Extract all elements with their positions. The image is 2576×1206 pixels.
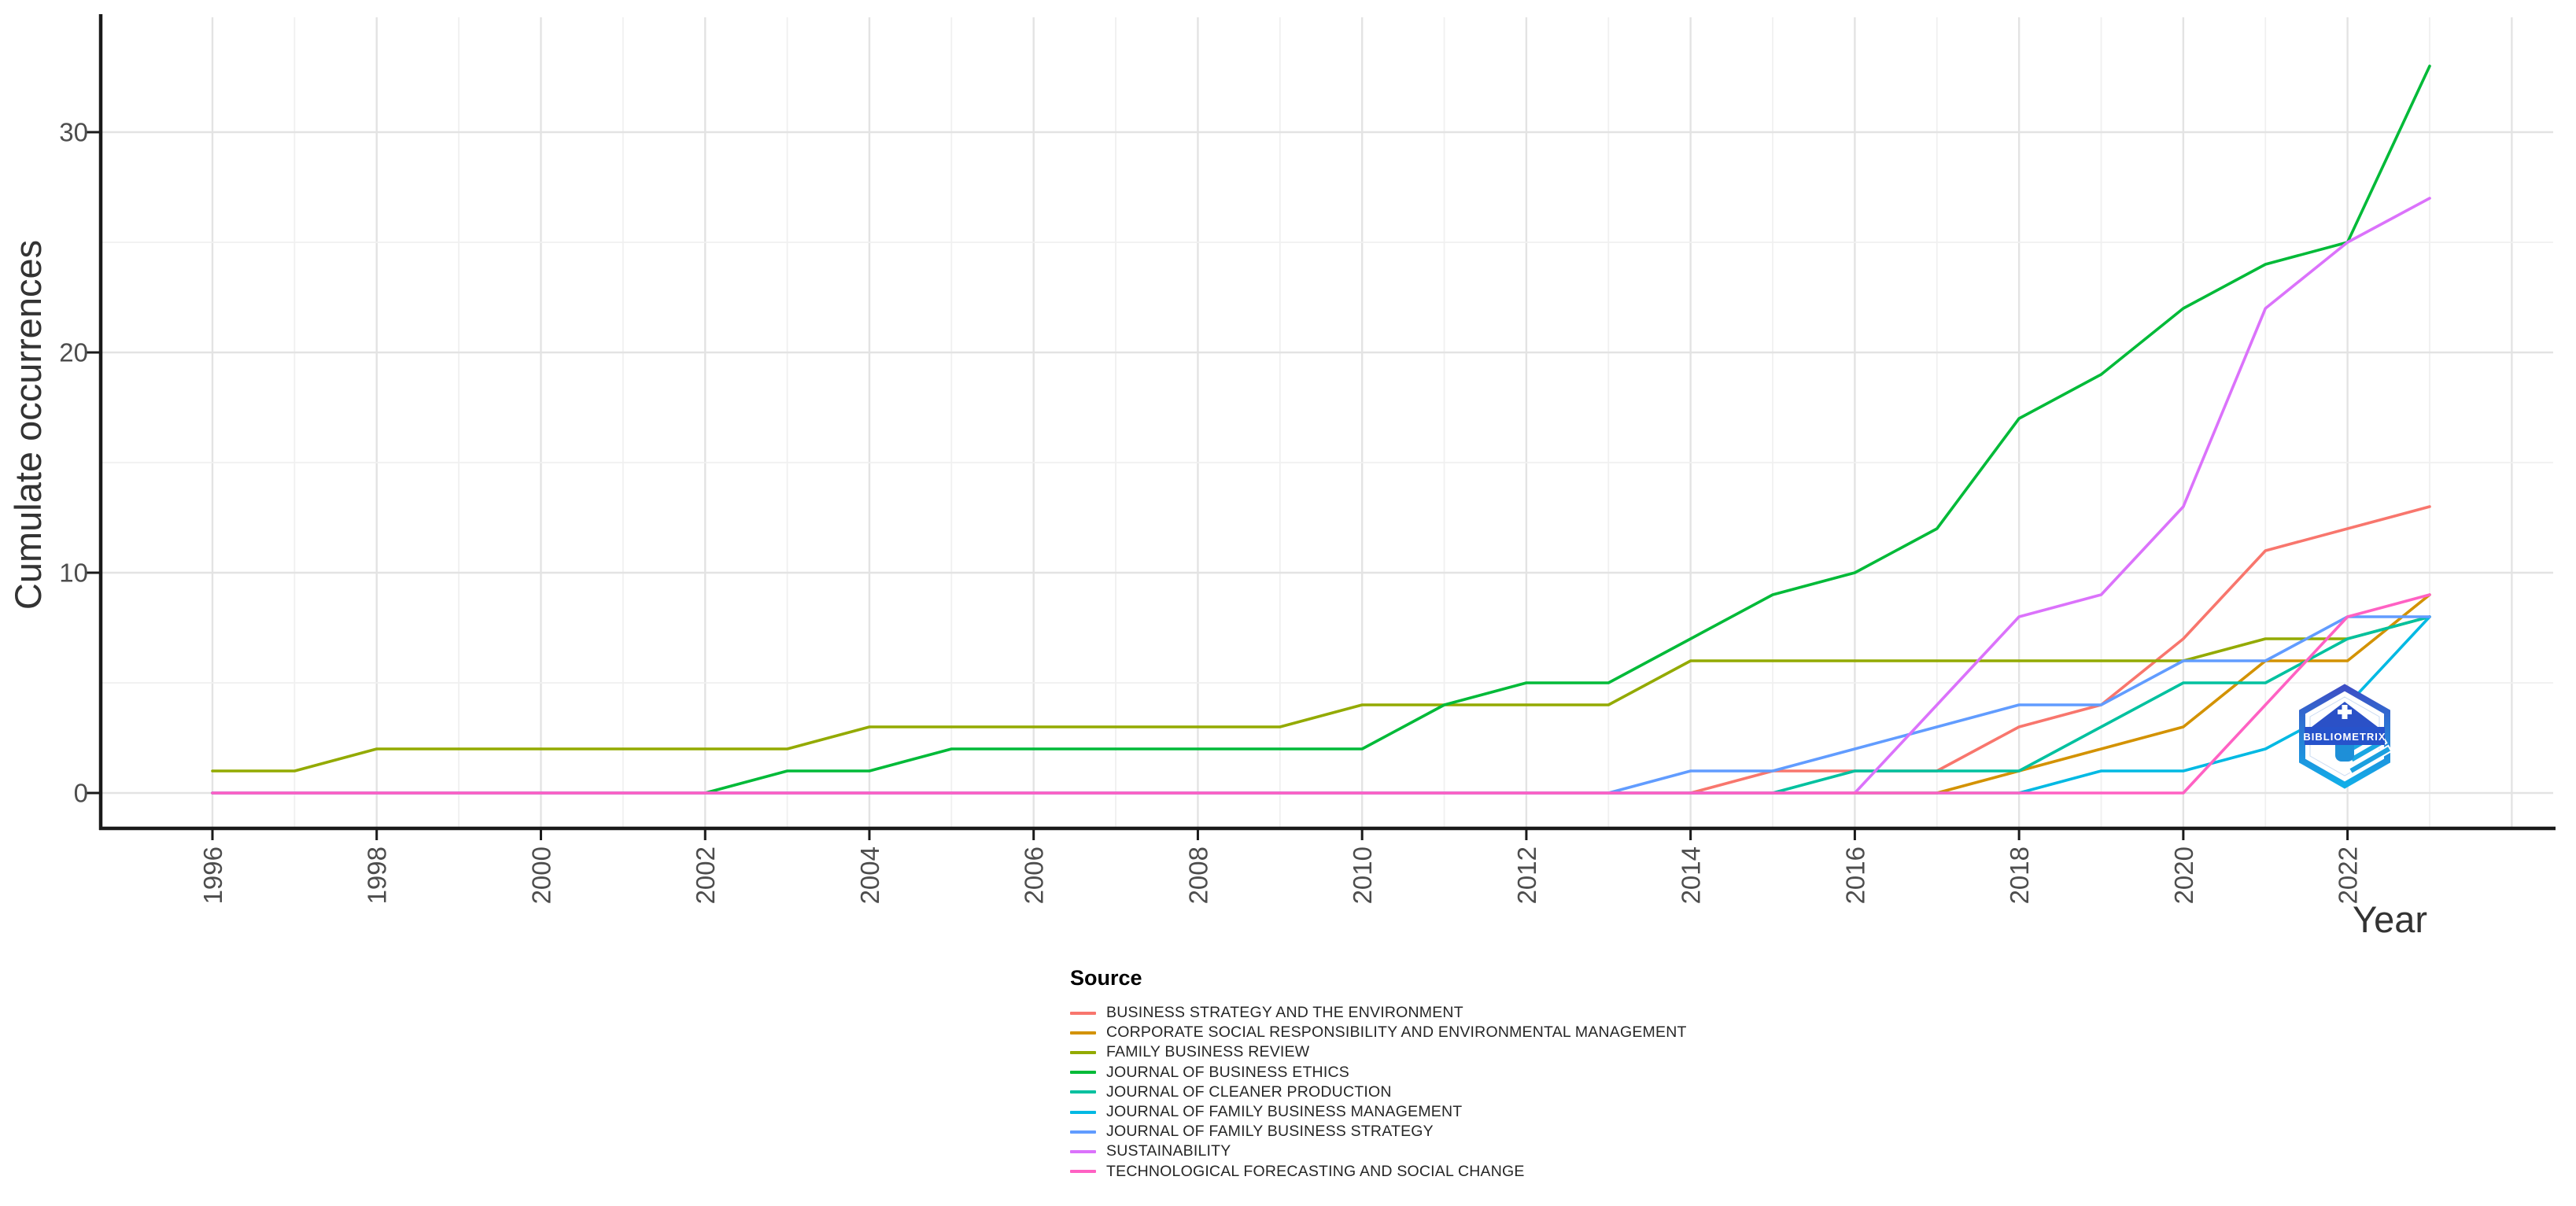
legend-key-line	[1070, 1071, 1096, 1075]
x-tick-label-2008: 2008	[1183, 846, 1212, 904]
legend-item-label: BUSINESS STRATEGY AND THE ENVIRONMENT	[1106, 1004, 1463, 1022]
legend-item: FAMILY BUSINESS REVIEW	[1070, 1042, 1687, 1062]
legend-item: CORPORATE SOCIAL RESPONSIBILITY AND ENVI…	[1070, 1023, 1687, 1042]
x-axis-title: Year	[2353, 898, 2427, 940]
legend: Source BUSINESS STRATEGY AND THE ENVIRON…	[1070, 966, 1687, 1182]
series-lines	[211, 65, 2431, 795]
logo-text-band	[2305, 727, 2385, 745]
x-tick-label-2018: 2018	[2005, 846, 2034, 904]
legend-key-line	[1070, 1170, 1096, 1174]
x-tick-label-2012: 2012	[1512, 846, 1541, 904]
legend-item-label: JOURNAL OF FAMILY BUSINESS MANAGEMENT	[1106, 1103, 1463, 1121]
legend-item: JOURNAL OF FAMILY BUSINESS STRATEGY	[1070, 1122, 1687, 1141]
series-line-journal-of-business-ethics	[211, 65, 2431, 795]
logo-wordmark: BIBLIOMETRIX	[2303, 731, 2386, 743]
axis-ticks-and-labels: 1996 1998 2000 2002 2004 2006 2008 2010 2012 2014…	[59, 118, 2362, 905]
y-tick-label-0: 0	[74, 779, 88, 808]
x-tick-label-1996: 1996	[198, 846, 227, 904]
legend-item-label: JOURNAL OF BUSINESS ETHICS	[1106, 1063, 1349, 1081]
legend-key-line	[1070, 1011, 1096, 1015]
legend-item: JOURNAL OF FAMILY BUSINESS MANAGEMENT	[1070, 1102, 1687, 1122]
x-tick-label-2020: 2020	[2169, 846, 2198, 904]
legend-item-label: SUSTAINABILITY	[1106, 1142, 1231, 1160]
legend-item-label: TECHNOLOGICAL FORECASTING AND SOCIAL CHA…	[1106, 1162, 1525, 1180]
legend-item-label: JOURNAL OF CLEANER PRODUCTION	[1106, 1082, 1392, 1101]
legend-item-label: CORPORATE SOCIAL RESPONSIBILITY AND ENVI…	[1106, 1023, 1687, 1042]
x-tick-label-2010: 2010	[1348, 846, 1377, 904]
y-tick-label-10: 10	[59, 559, 88, 588]
series-line-family-business-review	[211, 615, 2431, 773]
x-tick-label-2016: 2016	[1840, 846, 1869, 904]
x-tick-label-2022: 2022	[2334, 846, 2363, 904]
legend-item: JOURNAL OF CLEANER PRODUCTION	[1070, 1082, 1687, 1102]
legend-item: JOURNAL OF BUSINESS ETHICS	[1070, 1063, 1687, 1082]
x-tick-label-2002: 2002	[691, 846, 720, 904]
x-tick-label-1998: 1998	[363, 846, 392, 904]
legend-key-line	[1070, 1050, 1096, 1054]
legend-key-line	[1070, 1130, 1096, 1134]
bibliometrix-logo-watermark: BIBLIOMETRIX	[2299, 684, 2393, 789]
series-line-corporate-social-responsibility-and-environmental-management	[211, 593, 2431, 795]
legend-key-line	[1070, 1149, 1096, 1153]
x-tick-label-2004: 2004	[855, 846, 884, 904]
y-tick-label-20: 20	[59, 338, 88, 367]
x-tick-label-2006: 2006	[1020, 846, 1049, 904]
legend-key-line	[1070, 1110, 1096, 1114]
legend-item: BUSINESS STRATEGY AND THE ENVIRONMENT	[1070, 1003, 1687, 1023]
legend-title: Source	[1070, 966, 1142, 990]
legend-item-label: JOURNAL OF FAMILY BUSINESS STRATEGY	[1106, 1123, 1434, 1141]
legend-item-label: FAMILY BUSINESS REVIEW	[1106, 1043, 1310, 1061]
legend-item: SUSTAINABILITY	[1070, 1141, 1687, 1161]
gridlines	[100, 17, 2553, 828]
y-axis-title: Cumulate occurrences	[7, 240, 49, 610]
legend-key-line	[1070, 1090, 1096, 1094]
logo-cross-horizontal	[2338, 710, 2352, 714]
x-tick-label-2014: 2014	[1677, 846, 1706, 904]
x-tick-label-2000: 2000	[526, 846, 555, 904]
y-tick-label-30: 30	[59, 118, 88, 147]
series-line-technological-forecasting-and-social-change	[211, 593, 2431, 795]
legend-key-line	[1070, 1031, 1096, 1035]
series-line-journal-of-family-business-strategy	[211, 615, 2431, 795]
legend-item: TECHNOLOGICAL FORECASTING AND SOCIAL CHA…	[1070, 1162, 1687, 1182]
